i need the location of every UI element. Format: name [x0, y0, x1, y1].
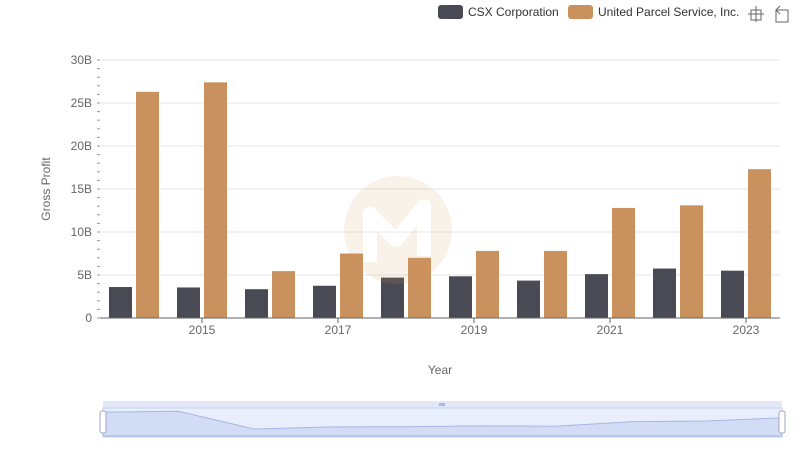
watermark-logo	[344, 176, 452, 284]
bar-ups-2019[interactable]	[476, 250, 499, 318]
y-tick-label: 15B	[71, 182, 92, 196]
slider-move-handle[interactable]	[439, 403, 445, 406]
restore-icon[interactable]	[775, 5, 789, 23]
x-axis-title: Year	[428, 363, 452, 377]
y-tick-label: 5B	[77, 268, 92, 282]
x-axis: 2015 2017 2019 2021 2023	[189, 318, 760, 337]
y-axis: 0 5B 10B 15B 20B 25B 30B	[71, 53, 100, 325]
y-tick-label: 20B	[71, 139, 92, 153]
x-tick-label: 2017	[325, 323, 352, 337]
bar-csx-2022[interactable]	[653, 268, 676, 318]
bar-csx-2016[interactable]	[245, 289, 268, 318]
x-tick-label: 2021	[597, 323, 624, 337]
bar-csx-2019[interactable]	[449, 276, 472, 318]
legend-item-ups[interactable]: United Parcel Service, Inc.	[568, 5, 739, 19]
bar-csx-2014[interactable]	[109, 287, 132, 318]
bar-csx-2018[interactable]	[381, 277, 404, 318]
y-tick-label: 30B	[71, 53, 92, 67]
bar-ups-2021[interactable]	[612, 207, 635, 318]
legend: CSX Corporation United Parcel Service, I…	[438, 5, 739, 19]
bar-ups-2017[interactable]	[340, 253, 363, 319]
bar-ups-2022[interactable]	[680, 205, 703, 318]
y-axis-title: Gross Profit	[39, 157, 53, 221]
legend-swatch-ups	[568, 5, 593, 19]
legend-swatch-csx	[438, 5, 463, 19]
data-zoom-slider[interactable]	[99, 401, 786, 438]
bar-csx-2021[interactable]	[585, 274, 608, 318]
y-tick-label: 25B	[71, 96, 92, 110]
x-tick-label: 2019	[461, 323, 488, 337]
x-tick-label: 2023	[733, 323, 760, 337]
slider-right-handle[interactable]	[778, 410, 786, 434]
zoom-icon[interactable]	[748, 6, 764, 22]
legend-label-csx: CSX Corporation	[468, 5, 559, 19]
bar-ups-2018[interactable]	[408, 257, 431, 318]
bar-csx-2017[interactable]	[313, 285, 336, 318]
bar-ups-2015[interactable]	[204, 82, 227, 318]
bar-csx-2020[interactable]	[517, 280, 540, 318]
bar-csx-2015[interactable]	[177, 287, 200, 318]
y-tick-label: 10B	[71, 225, 92, 239]
legend-item-csx[interactable]: CSX Corporation	[438, 5, 559, 19]
legend-label-ups: United Parcel Service, Inc.	[598, 5, 739, 19]
bar-ups-2020[interactable]	[544, 250, 567, 318]
x-tick-label: 2015	[189, 323, 216, 337]
bar-ups-2023[interactable]	[748, 169, 771, 318]
bar-ups-2016[interactable]	[272, 271, 295, 318]
bars	[109, 82, 771, 318]
bar-csx-2023[interactable]	[721, 270, 744, 318]
y-tick-label: 0	[85, 311, 92, 325]
slider-left-handle[interactable]	[99, 410, 107, 434]
bar-ups-2014[interactable]	[136, 91, 159, 318]
